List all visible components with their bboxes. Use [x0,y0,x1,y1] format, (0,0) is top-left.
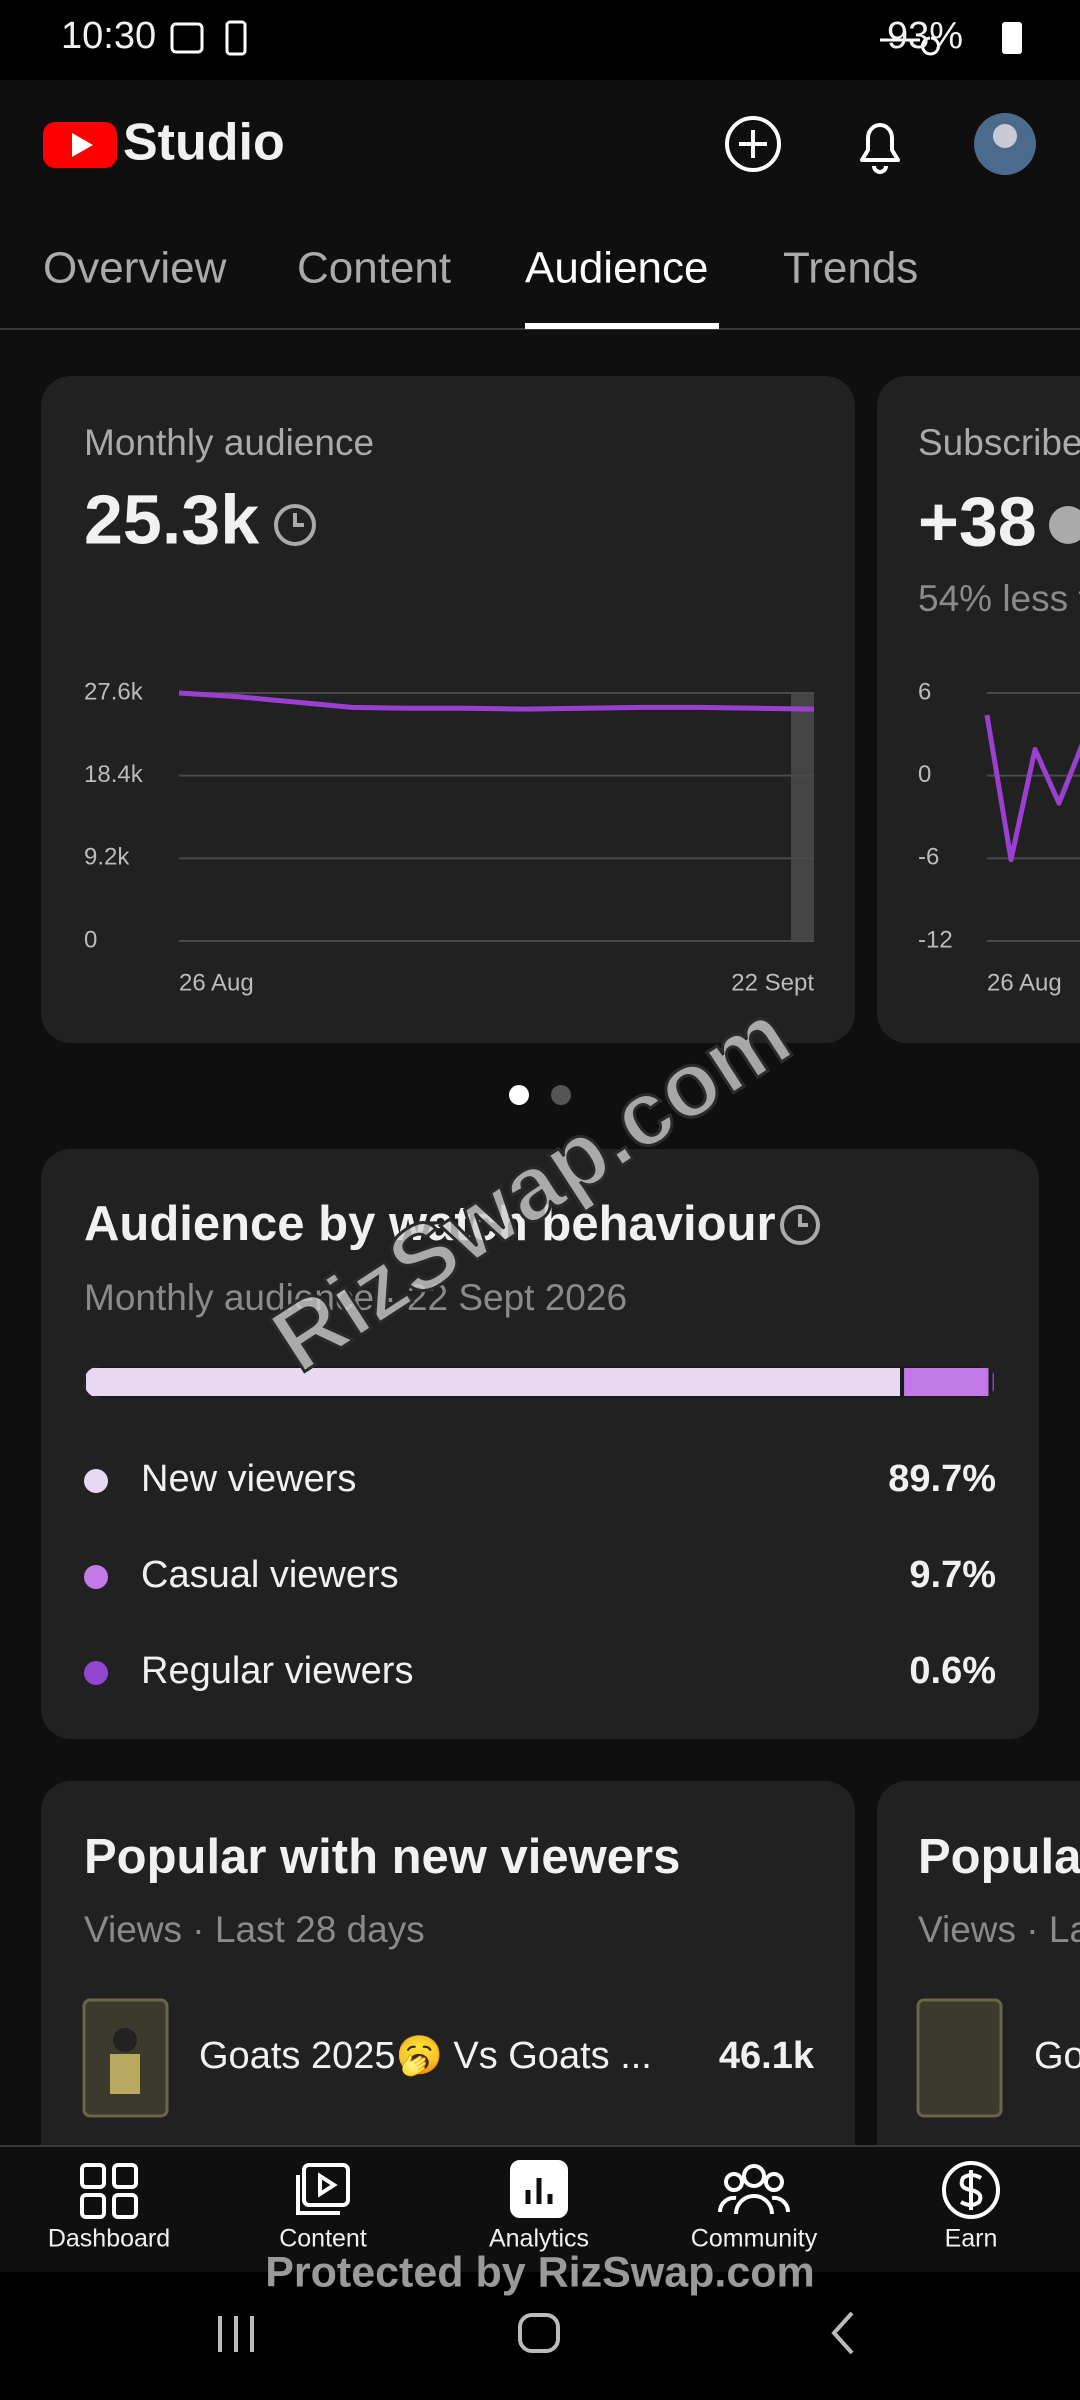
dashboard-icon[interactable] [112,2193,138,2219]
card[interactable] [41,1149,1039,1739]
y-tick-label: 9.2k [84,844,130,871]
card-subtitle: Views · Last 28 days [84,1909,425,1950]
battery-icon [1002,22,1022,54]
stacked-bar [84,1366,996,1398]
video-views: 46.1k [719,2035,815,2077]
dashboard-icon[interactable] [80,2193,106,2219]
data-line [178,690,815,712]
card-title: Popular with new viewers [84,1830,680,1884]
legend-dot [84,1661,108,1685]
earn-icon [959,2170,983,2210]
legend-label: Regular viewers [141,1650,413,1692]
plus-icon [739,130,767,158]
clock-hands [293,513,304,527]
community-icon [764,2172,784,2192]
card-subtitle: Views · La [918,1909,1080,1950]
footer-watermark: Protected by RizSwap.com [265,2248,815,2296]
dashboard-icon[interactable] [112,2163,138,2189]
legend-dot [84,1565,108,1589]
y-tick-label: 0 [918,761,931,788]
y-tick-label: 27.6k [84,678,144,705]
card-title: Subscribe [918,422,1080,463]
community-icon [717,2194,791,2215]
community-icon [724,2172,744,2192]
play-icon [72,133,93,157]
video-title[interactable]: Go [1034,2035,1080,2077]
home-button[interactable] [518,2313,560,2353]
pager-dot[interactable] [551,1085,571,1105]
card[interactable] [877,376,1080,1043]
video-thumbnail[interactable] [916,1998,1003,2118]
card-subtitle: 54% less t [918,578,1080,619]
x-tick-label: 26 Aug [179,969,254,996]
card-title: Audience by watch behaviour [84,1197,776,1251]
system-nav [0,2272,1080,2400]
content-icon[interactable] [302,2163,350,2207]
card[interactable] [41,1781,855,2201]
x-tick-label: 22 Sept [731,969,814,996]
legend-value: 9.7% [909,1554,996,1596]
nav-icons [80,2160,1000,2219]
nav-label[interactable]: Earn [945,2225,998,2253]
tab[interactable]: Trends [783,244,918,293]
nav-label[interactable]: Community [691,2225,818,2253]
legend-value: 0.6% [909,1650,996,1692]
community-icon[interactable] [742,2164,766,2188]
create-button[interactable] [725,116,781,172]
notifications-button[interactable] [860,123,900,174]
gallery-icon [170,22,204,54]
card-subtitle: Monthly audience · 22 Sept 2026 [84,1277,627,1318]
battery-percent: 93% [887,15,963,57]
clock-icon[interactable] [274,504,316,546]
thumbnail-figure [113,2028,137,2052]
bar-segment [84,1366,905,1398]
content-icon [296,2172,340,2215]
card-title: Popula [918,1830,1080,1884]
card-title: Monthly audience [84,422,374,463]
avatar-face [993,124,1017,148]
tab-active[interactable]: Audience [525,244,708,293]
clock: 10:30 [61,15,156,57]
y-tick-label: 6 [918,678,931,705]
legend-label: Casual viewers [141,1554,399,1596]
thumbnail-figure [110,2054,140,2094]
data-line [984,714,1080,863]
earn-icon[interactable] [942,2161,1000,2219]
y-tick-label: -12 [918,926,953,953]
system-icons [880,36,940,56]
bar-segment [900,1366,993,1398]
nav-label[interactable]: Analytics [489,2225,589,2253]
y-tick-label: -6 [918,844,939,871]
headline-value: +38 [918,482,1037,560]
tab[interactable]: Overview [43,244,227,293]
bar-segment [988,1366,996,1398]
legend-dot [84,1469,108,1493]
nav-label[interactable]: Content [279,2225,367,2253]
nav-divider [0,2145,1080,2147]
tab[interactable]: Content [297,244,451,293]
headline-value: 25.3k [84,480,259,558]
clock-hands [798,1214,808,1227]
dashboard-icon[interactable] [80,2163,106,2189]
clock-icon[interactable] [780,1205,820,1245]
video-title[interactable]: Goats 2025🥱 Vs Goats ... [199,2034,652,2078]
cursor-bar [791,693,814,941]
tab-indicator [525,323,719,329]
back-button[interactable] [831,2311,854,2355]
down-icon [1049,506,1080,544]
y-tick-label: 0 [84,926,97,953]
nav-label[interactable]: Dashboard [48,2225,170,2253]
logo-text[interactable]: Studio [123,114,285,172]
y-tick-label: 18.4k [84,761,144,788]
phone-icon [225,20,247,56]
recents-button[interactable] [218,2316,254,2352]
legend-value: 89.7% [888,1458,996,1500]
analytics-bars [525,2178,553,2204]
legend-label: New viewers [141,1458,356,1500]
x-tick-label: 26 Aug [987,969,1062,996]
pager-dot-active[interactable] [509,1085,529,1105]
